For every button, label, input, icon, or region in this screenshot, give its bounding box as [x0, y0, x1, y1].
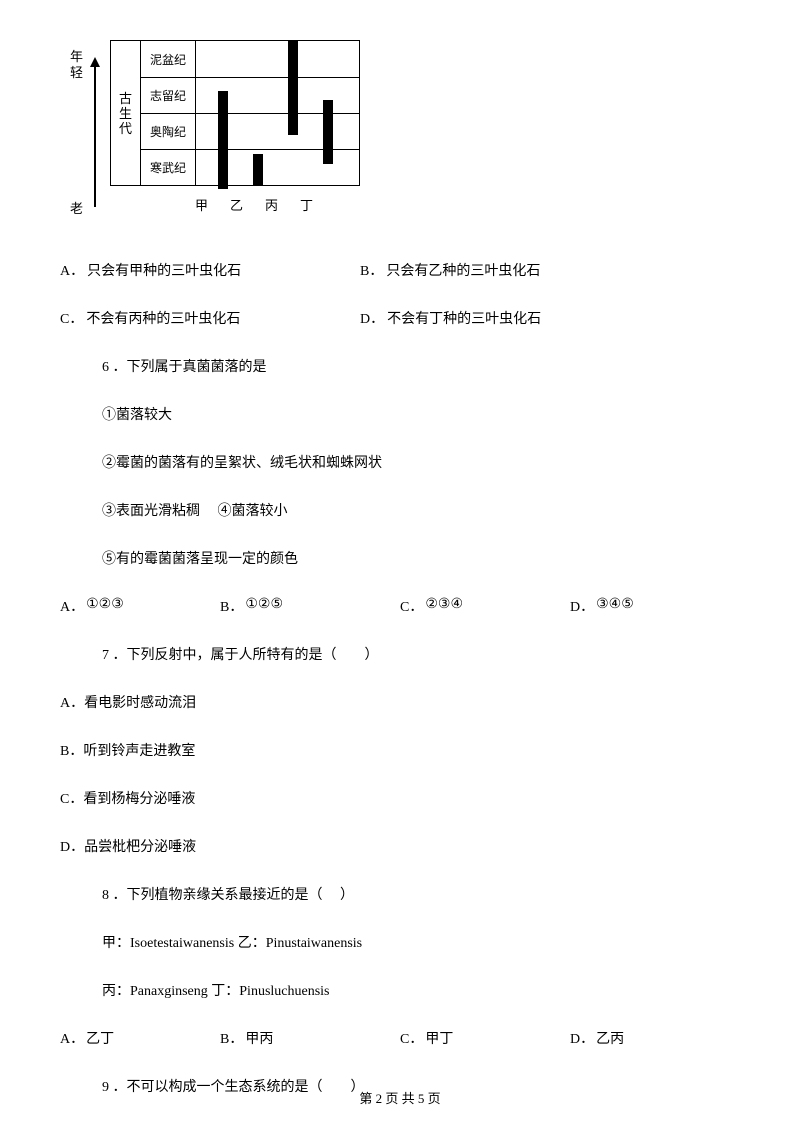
- q6-options: A．①②③ B．①②⑤ C．②③④ D．③④⑤: [60, 596, 740, 616]
- x-label: 丁: [300, 195, 313, 214]
- x-label: 乙: [230, 195, 243, 214]
- option-d: D．③④⑤: [570, 596, 634, 616]
- era-label: 古生代: [111, 41, 141, 185]
- period-label: 奥陶纪: [141, 114, 196, 149]
- x-axis-labels: 甲 乙 丙 丁: [195, 195, 313, 214]
- q8-stem: 8 ．下列植物亲缘关系最接近的是（ ）: [60, 884, 740, 904]
- chart-bar: [288, 41, 298, 135]
- period-label: 志留纪: [141, 78, 196, 113]
- y-label-bottom: 老: [70, 201, 83, 217]
- option-b: B．听到铃声走进教室: [60, 740, 740, 760]
- q7-stem: 7 ．下列反射中，属于人所特有的是（ ）: [60, 644, 740, 664]
- q8-options: A．乙丁 B．甲丙 C．甲丁 D．乙丙: [60, 1028, 740, 1048]
- option-b: B．①②⑤: [220, 596, 400, 616]
- q6-s2: ②霉菌的菌落有的呈絮状、绒毛状和蜘蛛网状: [60, 452, 740, 472]
- option-d: D． 不会有丁种的三叶虫化石: [360, 308, 541, 328]
- option-b: B． 只会有乙种的三叶虫化石: [360, 260, 540, 280]
- geologic-chart: 年 轻 老 古生代 泥盆纪 志留纪 奥陶纪: [70, 35, 370, 240]
- q6-s1: ①菌落较大: [60, 404, 740, 424]
- y-label-top: 年 轻: [70, 49, 83, 81]
- chart-bar: [323, 100, 333, 164]
- option-b: B．甲丙: [220, 1028, 400, 1048]
- option-c: C． 不会有丙种的三叶虫化石: [60, 308, 360, 328]
- option-a: A．乙丁: [60, 1028, 220, 1048]
- period-label: 寒武纪: [141, 150, 196, 185]
- chart-grid: 古生代 泥盆纪 志留纪 奥陶纪 寒武纪: [110, 40, 360, 186]
- option-c: C．看到杨梅分泌唾液: [60, 788, 740, 808]
- q8-line2: 丙：Panaxginseng 丁：Pinusluchuensis: [60, 980, 740, 1000]
- x-label: 丙: [265, 195, 278, 214]
- option-c: C．②③④: [400, 596, 570, 616]
- option-a: A． 只会有甲种的三叶虫化石: [60, 260, 360, 280]
- arrow-up-icon: [94, 65, 96, 207]
- q6-s3: ③表面光滑粘稠 ④菌落较小: [60, 500, 740, 520]
- option-a: A．①②③: [60, 596, 220, 616]
- period-label: 泥盆纪: [141, 41, 196, 77]
- chart-bar: [253, 154, 263, 185]
- option-a: A．看电影时感动流泪: [60, 692, 740, 712]
- q6-stem: 6 ．下列属于真菌菌落的是: [60, 356, 740, 376]
- q5-options-row2: C． 不会有丙种的三叶虫化石 D． 不会有丁种的三叶虫化石: [60, 308, 740, 328]
- option-d: D．品尝枇杷分泌唾液: [60, 836, 740, 856]
- x-label: 甲: [195, 195, 208, 214]
- page-footer: 第 2 页 共 5 页: [0, 1088, 800, 1107]
- q8-line1: 甲：Isoetestaiwanensis 乙：Pinustaiwanensis: [60, 932, 740, 952]
- q6-s5: ⑤有的霉菌菌落呈现一定的颜色: [60, 548, 740, 568]
- q5-options-row1: A． 只会有甲种的三叶虫化石 B． 只会有乙种的三叶虫化石: [60, 260, 740, 280]
- chart-bar: [218, 91, 228, 189]
- option-d: D．乙丙: [570, 1028, 624, 1048]
- option-c: C．甲丁: [400, 1028, 570, 1048]
